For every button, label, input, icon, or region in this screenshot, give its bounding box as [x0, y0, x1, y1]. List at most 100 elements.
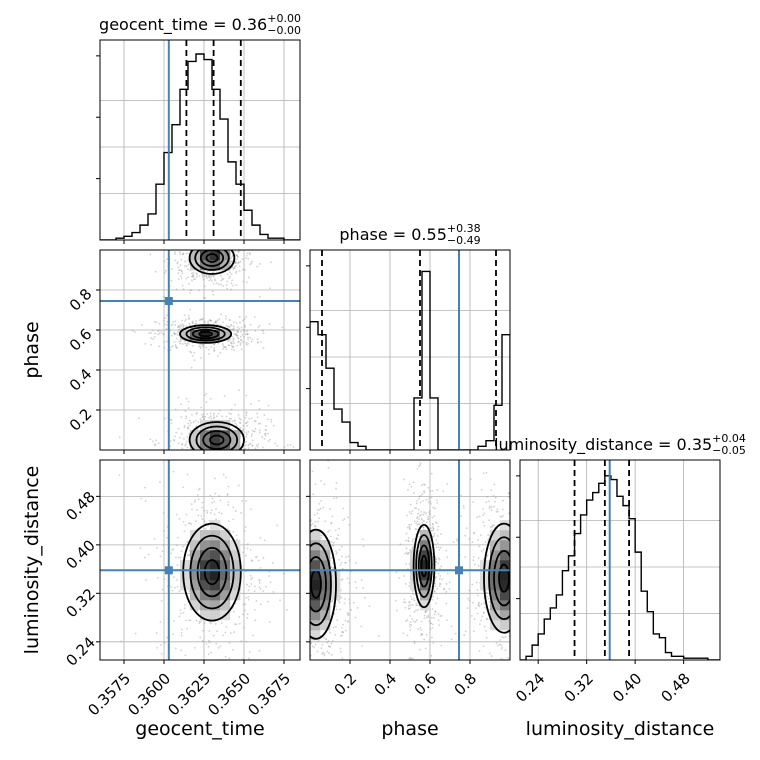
sample-point	[406, 514, 408, 517]
sample-point	[277, 511, 279, 513]
sample-point	[220, 279, 223, 282]
sample-point	[166, 668, 168, 670]
sample-point	[225, 244, 227, 246]
sample-point	[535, 511, 537, 513]
sample-point	[215, 518, 217, 521]
sample-point	[524, 620, 526, 622]
sample-point	[256, 416, 259, 419]
sample-point	[341, 631, 344, 633]
sample-point	[317, 640, 320, 643]
sample-point	[192, 273, 195, 276]
sample-point	[416, 665, 418, 667]
density-cell	[310, 610, 321, 621]
sample-point	[209, 245, 211, 247]
sample-point	[254, 556, 257, 559]
density-cell	[200, 610, 211, 621]
sample-point	[448, 588, 451, 591]
sample-point	[410, 485, 413, 488]
density-cell	[500, 580, 510, 591]
sample-point	[169, 445, 172, 448]
sample-point	[161, 550, 164, 553]
sample-point	[195, 320, 198, 323]
sample-point	[203, 418, 205, 420]
sample-point	[432, 642, 435, 644]
sample-point	[423, 528, 425, 531]
sample-point	[187, 263, 190, 266]
sample-point	[405, 563, 407, 565]
sample-point	[233, 265, 236, 268]
sample-point	[246, 252, 249, 255]
sample-point	[240, 511, 243, 514]
sample-point	[163, 260, 166, 263]
sample-point	[207, 320, 210, 323]
sample-point	[238, 622, 241, 625]
sample-point	[413, 611, 416, 613]
sample-point	[441, 578, 444, 581]
sample-point	[180, 327, 183, 330]
sample-point	[231, 238, 233, 240]
sample-point	[190, 422, 192, 424]
sample-point	[340, 626, 343, 629]
sample-point	[193, 501, 196, 503]
sample-point	[311, 470, 314, 473]
sample-point	[186, 426, 189, 429]
sample-point	[518, 622, 520, 624]
sample-point	[438, 624, 440, 626]
sample-point	[433, 613, 436, 616]
sample-point	[428, 511, 431, 514]
sample-point	[230, 282, 233, 285]
sample-point	[302, 624, 304, 626]
sample-point	[486, 672, 488, 674]
sample-point	[431, 535, 434, 538]
sample-point	[231, 420, 234, 423]
sample-point	[178, 615, 181, 618]
sample-point	[187, 427, 189, 430]
sample-point	[354, 581, 357, 583]
sample-point	[517, 538, 519, 540]
density-contour-1	[196, 546, 228, 598]
sample-point	[247, 276, 250, 279]
sample-point	[207, 524, 210, 527]
sample-point	[534, 548, 536, 550]
sample-point	[330, 654, 333, 656]
sample-point	[483, 602, 485, 605]
sample-point	[420, 620, 423, 623]
sample-point	[215, 320, 217, 323]
sample-point	[262, 590, 265, 592]
sample-point	[241, 341, 244, 343]
x-axis-label-phase: phase	[381, 718, 438, 740]
sample-point	[495, 723, 497, 725]
sample-point	[183, 314, 186, 317]
sample-point	[202, 297, 205, 299]
sample-point	[245, 411, 248, 413]
sample-point	[528, 667, 530, 669]
sample-point	[502, 697, 504, 699]
sample-point	[309, 689, 311, 691]
sample-point	[535, 546, 537, 548]
sample-point	[212, 417, 215, 420]
sample-point	[150, 337, 153, 340]
sample-point	[287, 607, 289, 609]
density-cell	[200, 580, 211, 591]
sample-point	[232, 340, 235, 343]
sample-point	[215, 415, 218, 418]
sample-point	[159, 621, 162, 623]
sample-point	[192, 242, 194, 244]
sample-point	[241, 258, 244, 261]
sample-point	[525, 614, 527, 616]
sample-point	[236, 326, 239, 328]
sample-point	[216, 247, 218, 249]
sample-point	[148, 332, 151, 335]
sample-point	[208, 279, 211, 282]
sample-point	[206, 509, 208, 512]
sample-point	[277, 578, 279, 580]
sample-point	[515, 564, 517, 566]
sample-point	[229, 262, 232, 265]
sample-point	[217, 455, 219, 457]
sample-point	[254, 447, 257, 450]
sample-point	[438, 583, 441, 585]
title-value: 0.35	[677, 435, 713, 454]
sample-point	[425, 616, 428, 619]
sample-point	[487, 690, 489, 692]
density-cell	[490, 530, 501, 541]
